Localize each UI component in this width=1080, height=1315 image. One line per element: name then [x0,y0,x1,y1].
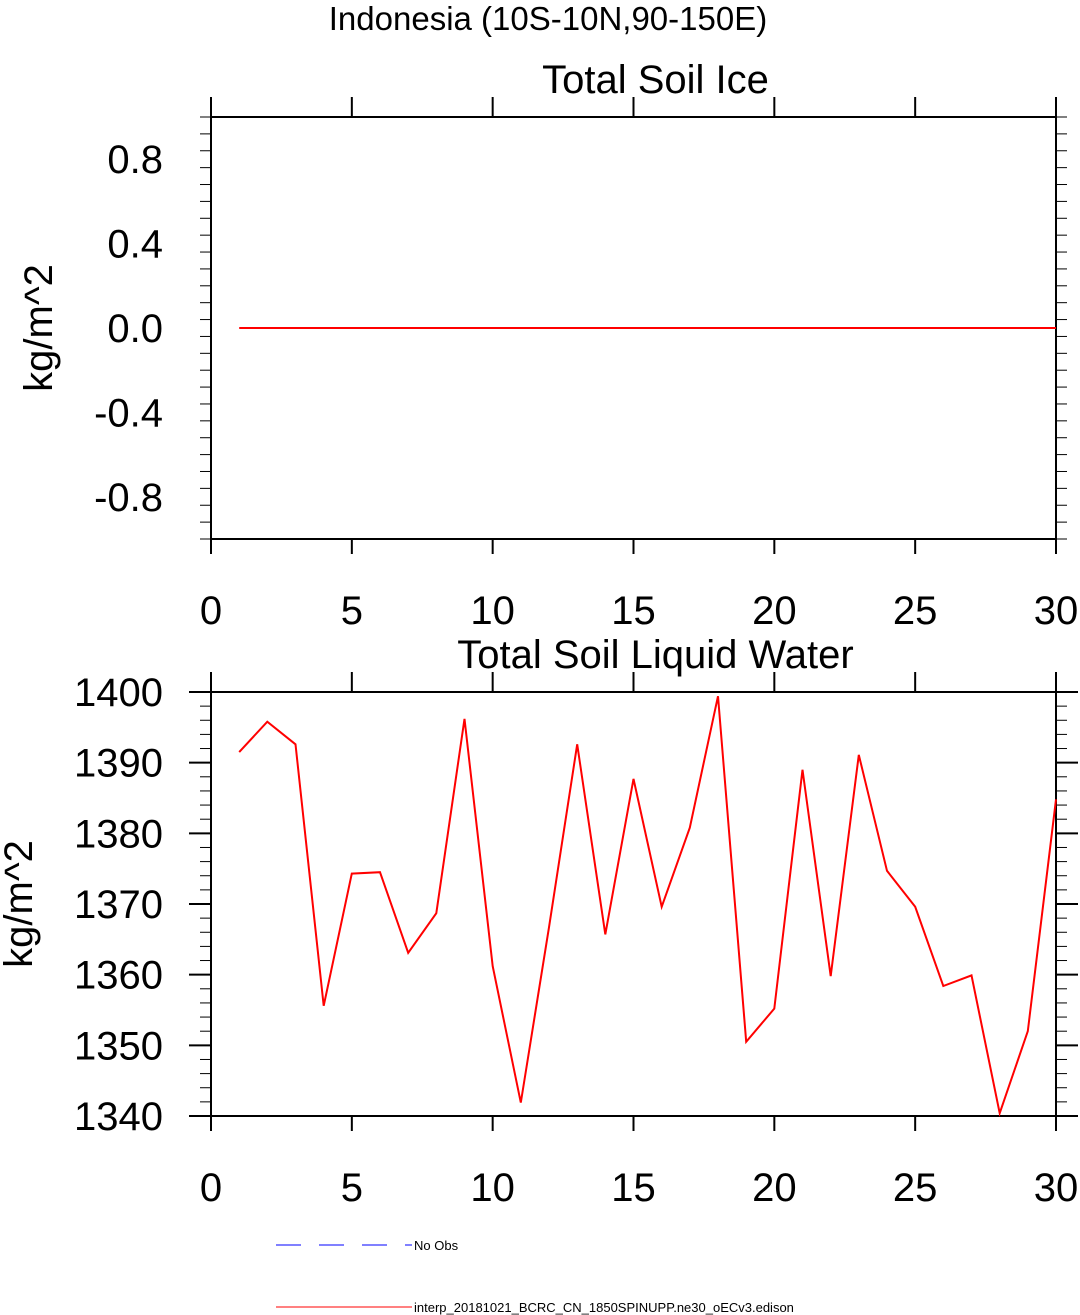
chart-total-soil-ice: Total Soil Ice kg/m^2 0 5 10 15 20 25 30 -0.8 -0.4… [17,58,1078,633]
x-tick-label: 10 [470,589,515,633]
y-tick-label: 1370 [74,883,163,927]
x-tick-label: 25 [893,589,938,633]
plot-frame [210,691,1057,1117]
x-tick-label: 20 [752,1166,797,1210]
x-tick-label: 20 [752,589,797,633]
x-tick-label: 5 [341,1166,363,1210]
x-tick-label: 15 [611,589,656,633]
chart-title: Total Soil Liquid Water [457,633,853,677]
y-tick-label: 0.0 [107,307,163,351]
y-tick-label: -0.4 [94,391,163,435]
x-tick-label: 5 [341,589,363,633]
series-line [238,695,1057,1117]
x-tick-label: 30 [1034,589,1079,633]
y-tick-label: 1390 [74,742,163,786]
x-tick-label: 0 [200,589,222,633]
x-tick-label: 0 [200,1166,222,1210]
legend: No Obs interp_20181021_BCRC_CN_1850SPINUP… [276,1238,794,1315]
x-tick-label: 30 [1034,1166,1079,1210]
y-tick-label: 0.4 [107,223,163,267]
x-tick-label: 10 [470,1166,515,1210]
y-tick-label: 1380 [74,812,163,856]
y-tick-label: 1400 [74,671,163,715]
y-axis-label: kg/m^2 [17,264,61,392]
x-tick-label: 25 [893,1166,938,1210]
y-tick-label: 1350 [74,1024,163,1068]
chart-title: Total Soil Ice [542,58,769,102]
legend-label: interp_20181021_BCRC_CN_1850SPINUPP.ne30… [414,1300,794,1315]
y-tick-label: 0.8 [107,138,163,182]
legend-label: No Obs [414,1238,459,1253]
y-tick-label: -0.8 [94,476,163,520]
x-tick-label: 15 [611,1166,656,1210]
figure-title: Indonesia (10S-10N,90-150E) [329,0,767,37]
chart-total-soil-liquid-water: Total Soil Liquid Water kg/m^2 0 5 10 15 20 25 3… [0,633,1078,1210]
y-tick-label: 1360 [74,954,163,998]
y-tick-label: 1340 [74,1095,163,1139]
y-axis-label: kg/m^2 [0,840,41,968]
